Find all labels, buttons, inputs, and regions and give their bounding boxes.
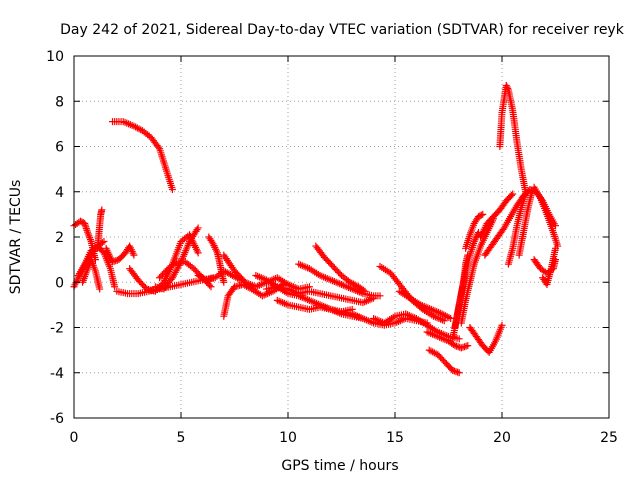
data-point [503,83,511,91]
data-point [498,321,506,329]
data-point [464,251,472,259]
y-axis-label: SDTVAR / TECUs [8,180,24,295]
series-arc-11 [151,224,202,293]
data-point [552,244,559,252]
data-point [455,369,463,377]
data-point [206,281,214,289]
x-axis-label: GPS time / hours [281,458,398,474]
data-point [440,317,448,325]
series-arc-38 [530,183,562,250]
series-arc-36 [515,188,536,259]
y-tick-label: 0 [55,275,64,291]
y-tick-label: 2 [55,230,64,246]
data-point [359,286,367,294]
data-point [447,314,455,322]
series-arc-6 [102,242,138,266]
series-arc-30 [462,210,487,252]
data-point [502,81,510,89]
y-tick-label: -4 [50,366,64,382]
x-tick-label: 10 [279,430,297,446]
series-arc-40 [539,244,559,289]
y-tick-label: -6 [50,411,64,427]
series-arc-4 [79,256,104,293]
series-arc-26 [425,346,463,377]
series-arc-19 [295,260,384,300]
series-arc-34 [496,81,530,196]
x-tick-label: 20 [493,430,511,446]
data-point [193,226,201,234]
chart-title: Day 242 of 2021, Sidereal Day-to-day VTE… [60,22,625,38]
data-point [208,238,216,246]
data-point [207,283,215,291]
series-arc-28 [451,251,472,331]
data-point [100,238,108,246]
data-point [464,342,472,350]
series-arc-31 [466,321,506,356]
data-point [154,143,162,151]
data-point [98,206,106,214]
data-point [552,222,559,230]
x-tick-label: 15 [386,430,404,446]
data-point [477,211,485,219]
ticks-layer: 0 5 10 15 20 25 -6 -4 -2 0 2 4 6 8 10 [46,49,618,446]
data-point [194,249,202,257]
series-arc-13 [205,233,228,286]
data-point [194,224,202,232]
data-points-layer [70,81,562,377]
y-tick-label: 6 [55,140,64,156]
data-point [509,190,517,198]
series-arc-24 [395,287,455,322]
y-tick-label: 4 [55,185,64,201]
data-point [220,278,228,286]
data-point [479,210,487,218]
x-tick-label: 25 [600,430,618,446]
series-arc-7 [109,118,176,193]
y-tick-label: 10 [46,49,64,65]
data-point [168,185,176,193]
data-point [455,335,463,343]
series-arc-25 [423,328,472,352]
y-tick-label: -2 [50,321,64,337]
data-point [504,84,512,92]
data-point [361,287,369,295]
series-arc-5 [94,206,106,252]
y-tick-label: 8 [55,94,64,110]
data-point [507,191,515,199]
series-arc-17 [263,283,378,307]
data-point [130,251,138,259]
series-arc-32 [477,190,517,241]
x-tick-label: 5 [177,430,186,446]
data-point [96,285,104,293]
data-point [445,314,453,322]
series-arc-1 [70,217,99,264]
data-point [376,292,384,300]
series-arc-20 [312,242,369,295]
x-tick-label: 0 [70,430,79,446]
data-point [145,132,153,140]
grid-layer [74,56,609,418]
data-point [111,283,119,291]
